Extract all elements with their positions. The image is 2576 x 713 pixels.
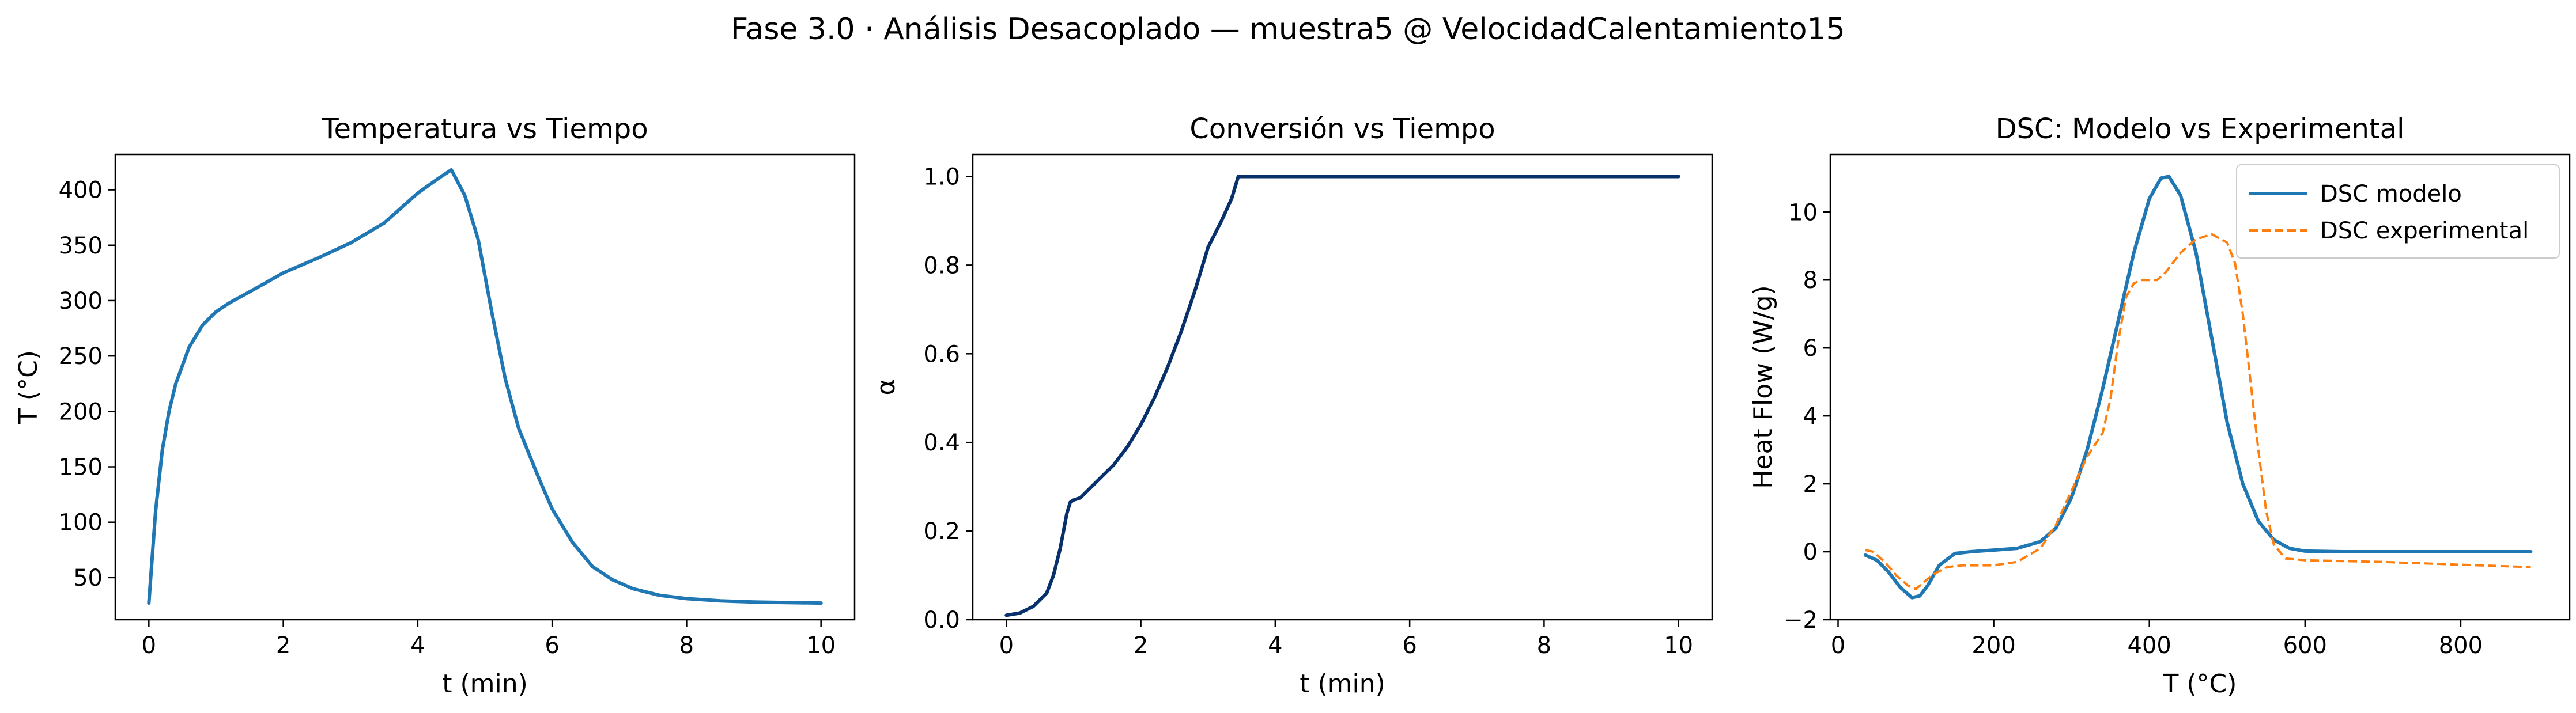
panel-dsc: 0 200 400 600 800 −2 0 2 4 6 8 10 DSC: Modelo vs Exp…	[1748, 113, 2571, 699]
x-tick-label: 200	[1971, 632, 2015, 659]
panel-temperature: 0 2 4 6 8 10 50 100 150 200 250 300 350 400 Temperatur…	[14, 113, 856, 699]
x-tick-label: 0	[999, 632, 1014, 659]
panel-title: Temperatura vs Tiempo	[321, 113, 648, 145]
panels: 0 2 4 6 8 1050100150200250300350400Temperatur…	[14, 113, 2571, 699]
y-tick-label: 1.0	[923, 164, 960, 190]
y-tick-label: 250	[59, 343, 103, 370]
x-axis-label: T (°C)	[2163, 669, 2237, 699]
x-tick-label: 8	[679, 632, 694, 659]
y-tick-label: 350	[59, 233, 103, 259]
panel-conversion: 0 2 4 6 8 10 0.0 0.2 0.4 0.6 0.8 1.0 Conversión vs T…	[871, 113, 1713, 699]
series-group	[1004, 175, 1680, 617]
x-tick-label: 600	[2283, 632, 2327, 659]
y-tick-label: 2	[1803, 471, 1818, 498]
y-tick-label: 0.4	[923, 430, 960, 456]
y-tick-label: 0	[1803, 539, 1818, 566]
x-axis-label: t (min)	[442, 669, 528, 699]
y-tick-label: 0.0	[923, 607, 960, 634]
x-tick-label: 400	[2128, 632, 2171, 659]
y-tick-label: 50	[73, 565, 103, 591]
legend-label-0: DSC modelo	[2320, 181, 2462, 207]
y-tick-label: 6	[1803, 335, 1818, 362]
x-tick-label: 8	[1537, 632, 1551, 659]
y-tick-label: 400	[59, 177, 103, 204]
x-tick-label: 6	[1402, 632, 1417, 659]
y-axis-label: T (°C)	[14, 350, 43, 424]
series-line-dsc-1	[1865, 233, 2531, 590]
y-tick-label: 8	[1803, 267, 1818, 294]
y-tick-label: 0.8	[923, 252, 960, 279]
y-tick-label: 150	[59, 454, 103, 481]
y-tick-label: 0.2	[923, 518, 960, 545]
y-tick-label: 200	[59, 399, 103, 425]
y-tick-label: −2	[1784, 607, 1818, 634]
y-tick-label: 4	[1803, 403, 1818, 430]
panel-title: DSC: Modelo vs Experimental	[1996, 113, 2405, 145]
plot-frame	[114, 153, 856, 621]
y-tick-label: 10	[1788, 199, 1818, 226]
x-tick-label: 2	[1134, 632, 1148, 659]
x-axis-label: t (min)	[1300, 669, 1385, 699]
series-line-dsc-0	[1863, 175, 2533, 600]
x-tick-label: 4	[410, 632, 425, 659]
x-tick-label: 0	[142, 632, 156, 659]
y-axis-label: α	[871, 378, 901, 395]
plot-frame	[1829, 153, 2571, 621]
plot-frame	[972, 153, 1713, 621]
series-line-conversion-0	[1004, 175, 1680, 617]
x-tick-label: 4	[1268, 632, 1282, 659]
x-tick-label: 0	[1831, 632, 1845, 659]
x-tick-label: 6	[545, 632, 559, 659]
y-axis-label: Heat Flow (W/g)	[1748, 285, 1778, 488]
y-tick-label: 300	[59, 288, 103, 314]
y-tick-label: 0.6	[923, 341, 960, 367]
legend-box	[2236, 164, 2560, 259]
series-line-temperature-0	[147, 168, 823, 605]
x-tick-label: 10	[806, 632, 836, 659]
x-tick-label: 10	[1664, 632, 1693, 659]
x-tick-label: 2	[276, 632, 290, 659]
series-group	[147, 168, 823, 605]
series-group	[1863, 175, 2533, 600]
legend: DSC modelo DSC experimental	[2236, 164, 2560, 259]
panel-title: Conversión vs Tiempo	[1189, 113, 1495, 145]
figure-suptitle: Fase 3.0 · Análisis Desacoplado — muestr…	[731, 12, 1845, 47]
x-tick-label: 800	[2439, 632, 2483, 659]
y-tick-label: 100	[59, 510, 103, 536]
legend-label-1: DSC experimental	[2320, 218, 2529, 244]
